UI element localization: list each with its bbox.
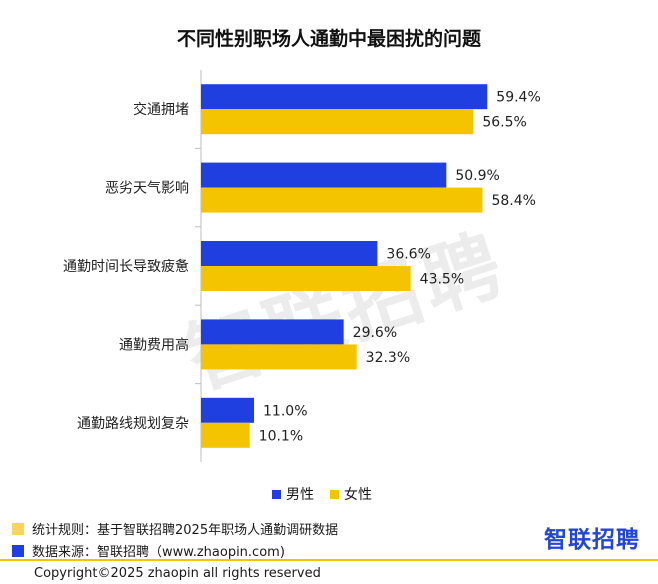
- copyright: Copyright©2025 zhaopin all rights reserv…: [34, 566, 321, 581]
- rule-note: 统计规则：基于智联招聘2025年职场人通勤调研数据: [12, 519, 338, 538]
- rule-square-icon: [12, 522, 24, 535]
- bar-male: [201, 241, 378, 266]
- category-label: 通勤费用高: [119, 336, 189, 353]
- data-label: 11.0%: [263, 403, 307, 419]
- bar-female: [201, 266, 411, 291]
- bar-chart: 交通拥堵 59.4% 56.5% 恶劣天气影响 50.9% 58.4% 通勤时间长导致疲惫 3…: [63, 70, 541, 462]
- data-label: 43.5%: [420, 272, 464, 288]
- bar-male: [201, 319, 344, 345]
- data-label: 56.5%: [482, 115, 526, 131]
- bar-male: [201, 162, 447, 188]
- source-text: 数据来源：智联招聘（www.zhaopin.com): [32, 545, 285, 560]
- rule-text: 统计规则：基于智联招聘2025年职场人通勤调研数据: [32, 523, 339, 538]
- legend-swatch-female: [330, 489, 339, 499]
- bar-male: [201, 397, 255, 423]
- legend-swatch-male: [272, 489, 281, 499]
- category-label: 恶劣天气影响: [105, 181, 189, 197]
- bar-female: [201, 344, 357, 370]
- data-label: 36.6%: [386, 247, 430, 263]
- legend-item-male: 男性: [272, 484, 314, 504]
- category-label: 通勤路线规划复杂: [77, 415, 189, 432]
- footer-divider: [0, 559, 658, 561]
- legend-item-female: 女性: [330, 484, 372, 504]
- bar-male: [201, 84, 488, 110]
- source-note: 数据来源：智联招聘（www.zhaopin.com): [12, 541, 285, 560]
- footer: 统计规则：基于智联招聘2025年职场人通勤调研数据 数据来源：智联招聘（www.…: [0, 508, 658, 584]
- zhaopin-logo: 智联招聘: [544, 527, 640, 553]
- data-label: 50.9%: [455, 168, 499, 184]
- category-label: 交通拥堵: [133, 101, 189, 118]
- data-label: 59.4%: [496, 90, 540, 106]
- legend-label-female: 女性: [344, 487, 372, 503]
- chart-title: 不同性别职场人通勤中最困扰的问题: [176, 28, 481, 50]
- data-label: 32.3%: [366, 350, 410, 366]
- data-label: 10.1%: [259, 428, 303, 444]
- source-square-icon: [12, 544, 24, 557]
- bar-female: [201, 109, 474, 135]
- category-label: 通勤时间长导致疲惫: [63, 258, 189, 275]
- bar-female: [201, 187, 483, 213]
- bar-female: [201, 422, 250, 448]
- data-label: 29.6%: [353, 325, 397, 341]
- data-label: 58.4%: [491, 193, 535, 209]
- legend: 男性 女性: [272, 484, 372, 504]
- legend-label-male: 男性: [286, 487, 314, 503]
